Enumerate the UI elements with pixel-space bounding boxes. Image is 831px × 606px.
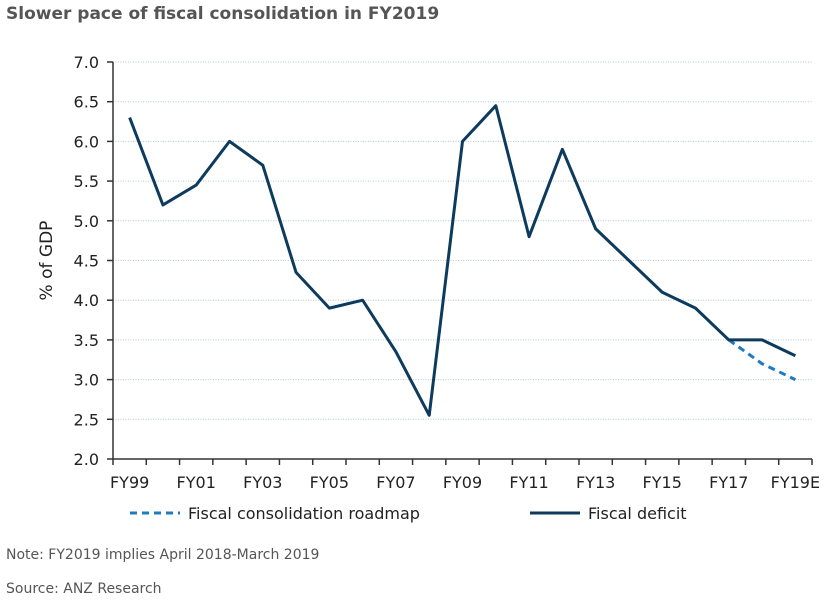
x-tick-label: FY09 [443,473,482,492]
x-tick-label: FY11 [509,473,548,492]
chart-source: Source: ANZ Research [6,581,162,597]
y-tick-label: 4.0 [74,291,99,310]
y-tick-label: 2.5 [74,410,99,429]
y-tick-label: 7.0 [74,53,99,72]
chart-title: Slower pace of fiscal consolidation in F… [6,4,440,24]
x-tick-label: FY13 [576,473,615,492]
x-tick-label: FY05 [310,473,349,492]
legend-label: Fiscal deficit [588,504,687,523]
y-tick-label: 6.5 [74,93,99,112]
x-tick-label: FY01 [177,473,216,492]
y-tick-label: 5.5 [74,172,99,191]
y-tick-label: 3.5 [74,331,99,350]
y-tick-label: 2.0 [74,450,99,469]
legend-label: Fiscal consolidation roadmap [188,504,420,523]
series-line-1 [128,104,797,417]
y-tick-label: 3.0 [74,371,99,390]
x-tick-label: FY17 [709,473,748,492]
chart-note: Note: FY2019 implies April 2018-March 20… [6,547,320,563]
y-tick-label: 4.5 [74,252,99,271]
y-axis-label: % of GDP [37,221,57,301]
x-tick-label: FY03 [243,473,282,492]
x-tick-label: FY07 [376,473,415,492]
y-tick-label: 6.0 [74,132,99,151]
y-tick-label: 5.0 [74,212,99,231]
legend-item: Fiscal deficit [530,504,687,523]
x-tick-label: FY99 [110,473,149,492]
legend-item: Fiscal consolidation roadmap [130,504,420,523]
x-tick-label: FY15 [643,473,682,492]
x-tick-label: FY19E [771,473,820,492]
series-line-0 [727,338,797,381]
